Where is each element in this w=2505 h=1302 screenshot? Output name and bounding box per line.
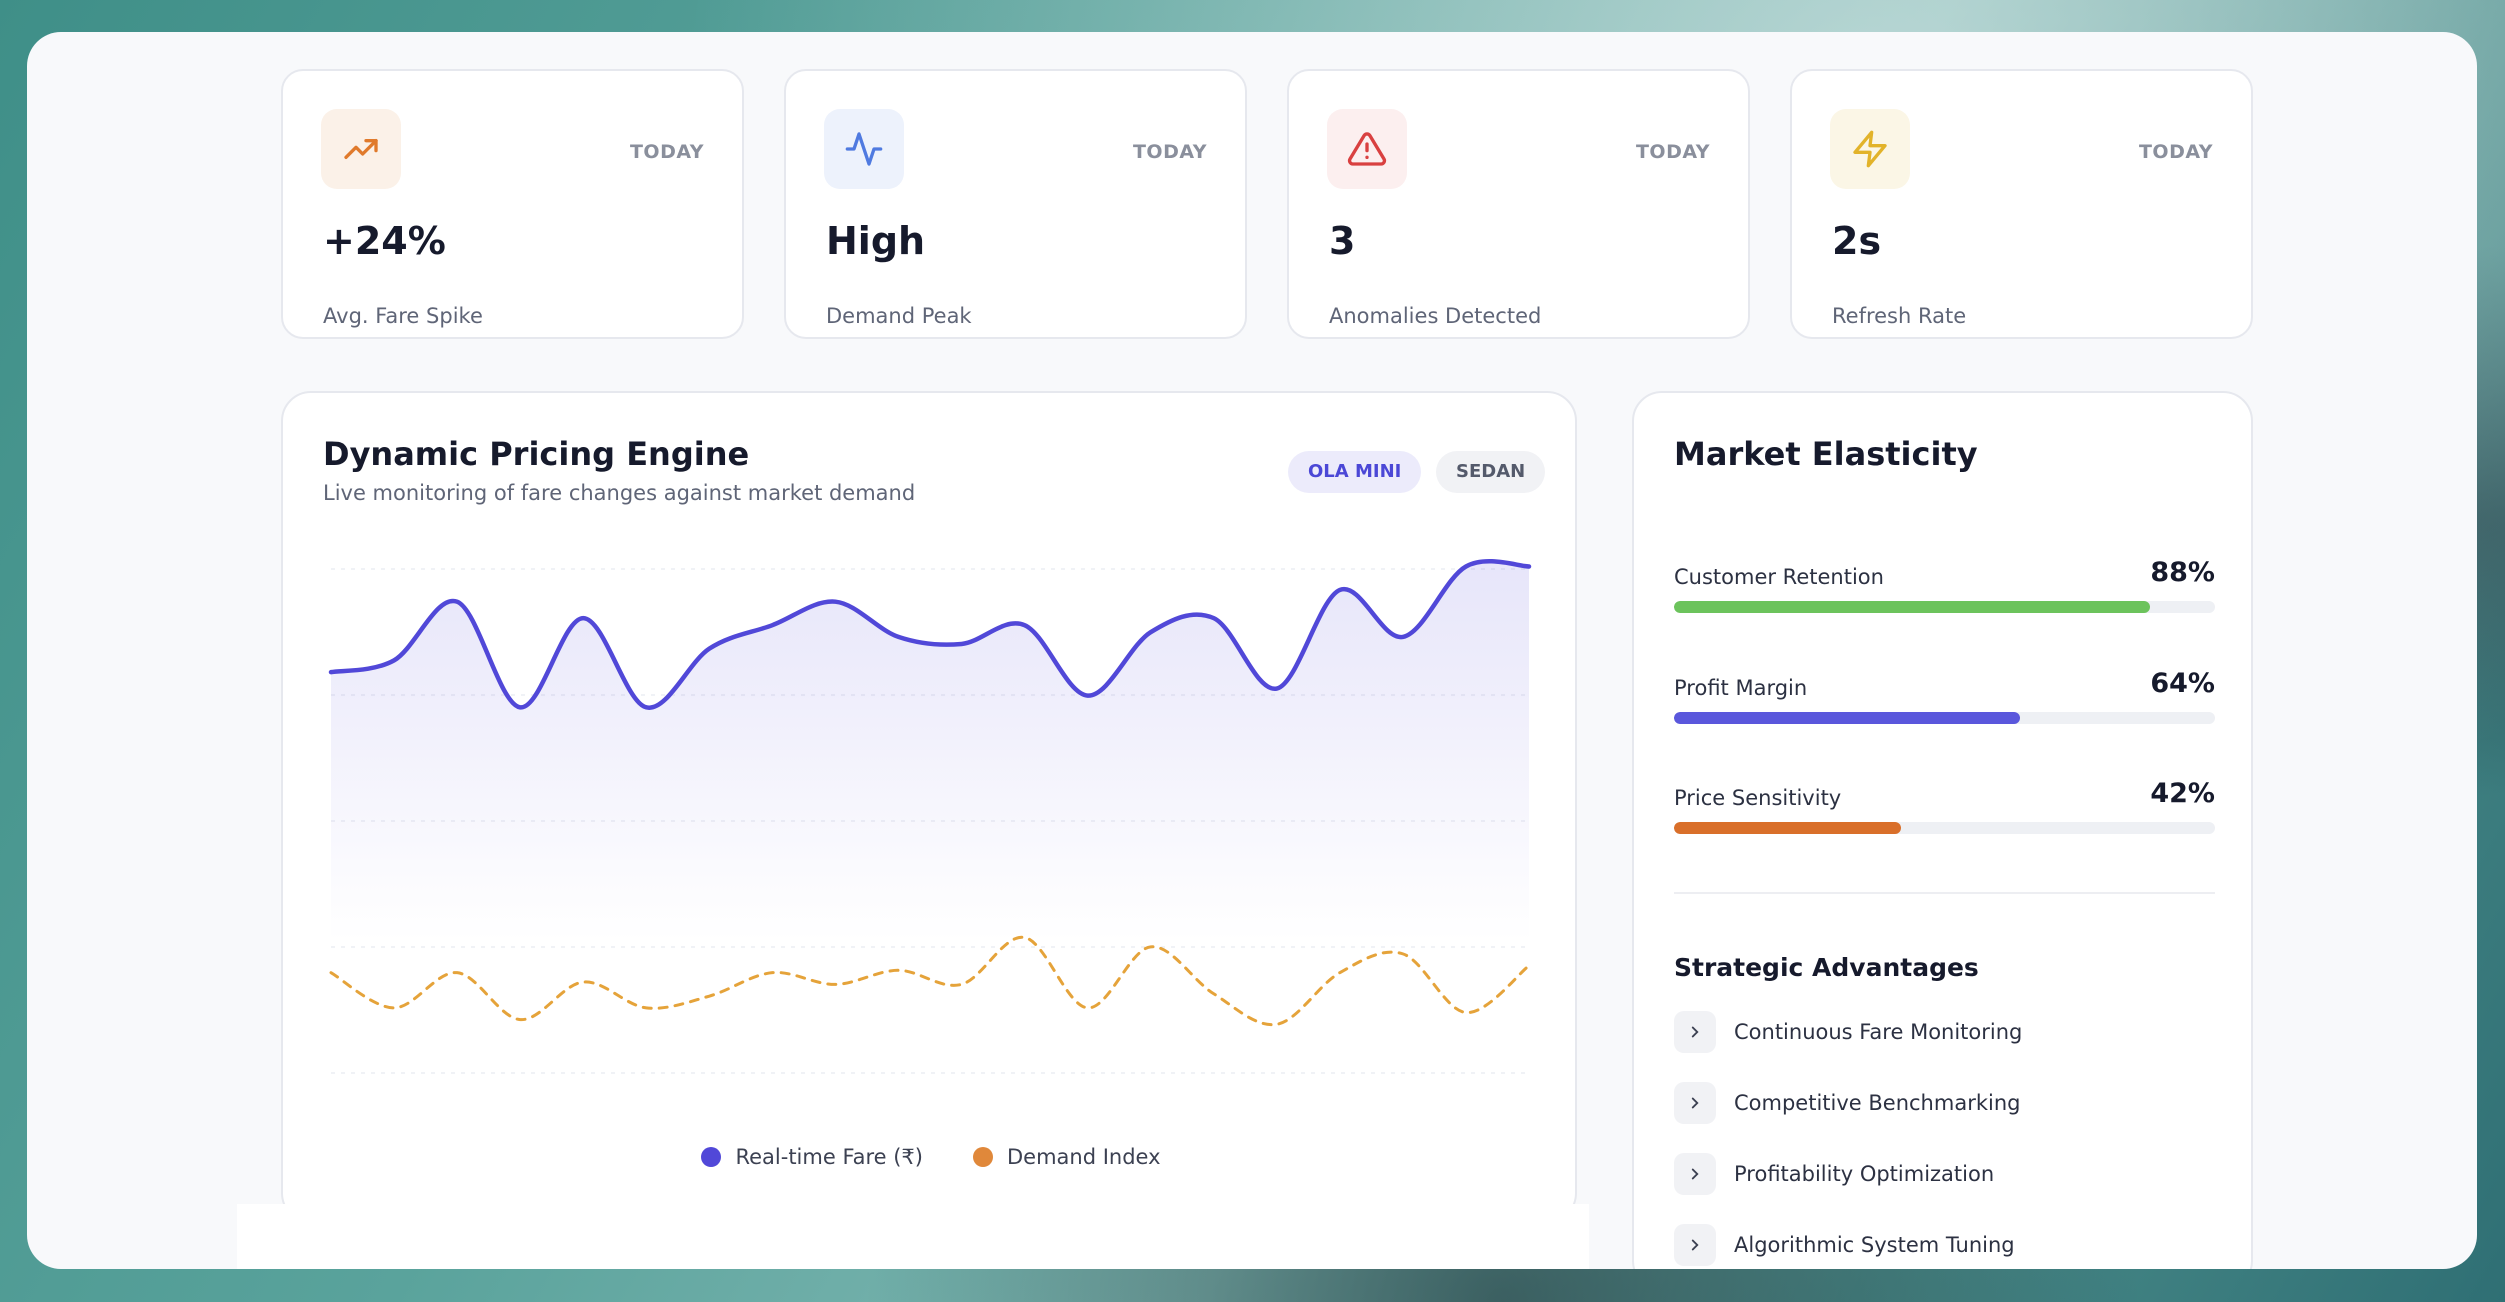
tab-ola-mini[interactable]: OLA MINI [1288,451,1422,493]
elasticity-title: Market Elasticity [1674,435,1978,473]
legend-item-demand[interactable]: Demand Index [972,1145,1161,1169]
advantage-item[interactable]: Competitive Benchmarking [1674,1082,2020,1124]
kpi-value: High [826,219,926,263]
advantage-label: Algorithmic System Tuning [1734,1233,2015,1257]
series-line-fare [328,559,1532,710]
advantage-item[interactable]: Algorithmic System Tuning [1674,1224,2015,1266]
kpi-label: Demand Peak [826,304,972,328]
chevron-right-icon [1674,1153,1716,1195]
kpi-card-refresh-rate: TODAY 2s Refresh Rate [1790,69,2253,339]
legend-label: Real-time Fare (₹) [735,1145,923,1169]
advantage-item[interactable]: Profitability Optimization [1674,1153,1994,1195]
market-elasticity-card: Market Elasticity Customer Retention 88%… [1632,391,2253,1269]
activity-icon [824,109,904,189]
kpi-label: Anomalies Detected [1329,304,1542,328]
kpi-card-demand-peak: TODAY High Demand Peak [784,69,1247,339]
kpi-badge: TODAY [629,141,704,163]
kpi-badge: TODAY [1132,141,1207,163]
kpi-card-anomalies: TODAY 3 Anomalies Detected [1287,69,1750,339]
divider [1674,892,2215,894]
kpi-card-fare-spike: TODAY +24% Avg. Fare Spike [281,69,744,339]
series-line-demand [329,935,1531,1027]
legend-dot [701,1147,722,1167]
kpi-value: 3 [1329,219,1356,263]
advantage-label: Competitive Benchmarking [1734,1091,2021,1115]
chevron-right-icon [1674,1224,1716,1266]
legend-dot [972,1147,993,1167]
pricing-chart-card: Dynamic Pricing Engine Live monitoring o… [281,391,1577,1223]
tab-sedan[interactable]: SEDAN [1436,451,1546,493]
progress-fill [1674,822,1902,834]
line-chart [328,559,1532,1074]
chevron-right-icon [1674,1082,1716,1124]
metric-label: Customer Retention [1674,565,1884,589]
metric-value: 42% [2150,778,2215,809]
progress-fill [1674,712,2021,724]
progress-track [1674,822,2215,834]
series-area-fare [331,561,1529,943]
kpi-value: +24% [323,219,446,263]
kpi-label: Avg. Fare Spike [323,304,483,328]
trending-up-icon [321,109,401,189]
chart-legend: Real-time Fare (₹) Demand Index [283,1145,1579,1169]
kpi-badge: TODAY [1635,141,1710,163]
advantage-label: Continuous Fare Monitoring [1734,1020,2023,1044]
zap-icon [1830,109,1910,189]
chart-title: Dynamic Pricing Engine [323,435,750,473]
kpi-badge: TODAY [2138,141,2213,163]
advantages-title: Strategic Advantages [1674,953,1979,982]
chart-subtitle: Live monitoring of fare changes against … [323,481,916,505]
advantage-label: Profitability Optimization [1734,1162,1995,1186]
alert-triangle-icon [1327,109,1407,189]
chevron-right-icon [1674,1011,1716,1053]
metric-label: Profit Margin [1674,676,1808,700]
progress-track [1674,712,2215,724]
dashboard-panel: TODAY +24% Avg. Fare Spike TODAY High De… [27,32,2477,1269]
metric-value: 88% [2150,557,2215,588]
legend-label: Demand Index [1006,1145,1161,1169]
advantage-item[interactable]: Continuous Fare Monitoring [1674,1011,2022,1053]
progress-track [1674,601,2215,613]
kpi-label: Refresh Rate [1832,304,1967,328]
metric-value: 64% [2150,668,2215,699]
legend-item-fare[interactable]: Real-time Fare (₹) [701,1145,923,1169]
progress-fill [1674,601,2151,613]
metric-label: Price Sensitivity [1674,786,1842,810]
kpi-value: 2s [1832,219,1882,263]
content-strip [237,1204,1589,1269]
